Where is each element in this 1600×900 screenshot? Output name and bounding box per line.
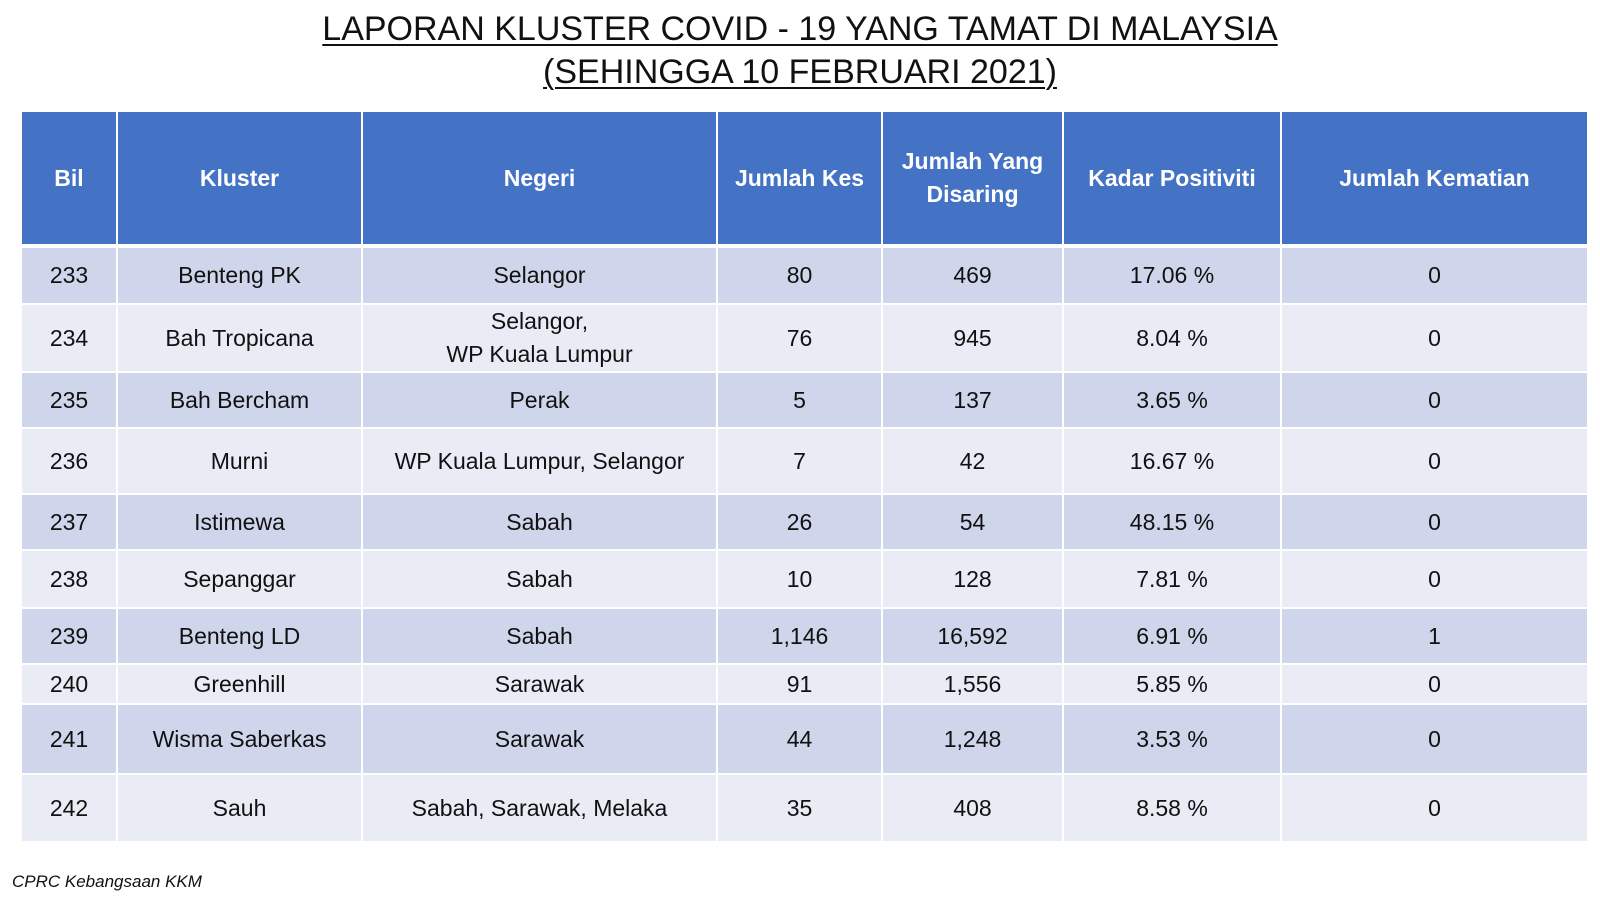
cell-kadar-positiviti: 48.15 %	[1062, 493, 1282, 551]
cell-kluster: Bah Tropicana	[116, 303, 363, 373]
cell-kadar-positiviti: 8.58 %	[1062, 773, 1282, 843]
cell-jumlah-disaring: 945	[881, 303, 1064, 373]
table-body: 233 Benteng PK Selangor 80 469 17.06 % 0 234 Bah…	[20, 245, 1589, 843]
cell-jumlah-disaring: 128	[881, 549, 1064, 609]
cell-kluster: Bah Bercham	[116, 371, 363, 429]
cell-kadar-positiviti: 17.06 %	[1062, 245, 1282, 305]
cell-negeri: Selangor	[361, 245, 718, 305]
cell-bil: 237	[20, 493, 118, 551]
table-row: 242 Sauh Sabah, Sarawak, Melaka 35 408 8.58 %…	[20, 773, 1589, 843]
cell-negeri: Sabah, Sarawak, Melaka	[361, 773, 718, 843]
table-row: 239 Benteng LD Sabah 1,146 16,592 6.91 % 1	[20, 607, 1589, 665]
report-title-line-2: (SEHINGGA 10 FEBRUARI 2021)	[543, 53, 1057, 91]
cell-negeri: Sarawak	[361, 703, 718, 775]
cell-negeri: Sarawak	[361, 663, 718, 705]
table-row: 241 Wisma Saberkas Sarawak 44 1,248 3.53 % 0	[20, 703, 1589, 775]
cell-jumlah-kematian: 0	[1280, 663, 1589, 705]
cell-negeri: Perak	[361, 371, 718, 429]
cell-kadar-positiviti: 5.85 %	[1062, 663, 1282, 705]
cell-jumlah-kematian: 0	[1280, 245, 1589, 305]
cell-jumlah-kes: 10	[716, 549, 883, 609]
cell-kluster: Sauh	[116, 773, 363, 843]
cell-jumlah-kes: 5	[716, 371, 883, 429]
cell-jumlah-kes: 44	[716, 703, 883, 775]
cell-bil: 238	[20, 549, 118, 609]
cell-negeri: Selangor, WP Kuala Lumpur	[361, 303, 718, 373]
cell-jumlah-kematian: 0	[1280, 493, 1589, 551]
header-kluster: Kluster	[116, 110, 363, 247]
header-jumlah-kematian: Jumlah Kematian	[1280, 110, 1589, 247]
cell-jumlah-kematian: 0	[1280, 427, 1589, 495]
header-bil: Bil	[20, 110, 118, 247]
cell-kadar-positiviti: 3.53 %	[1062, 703, 1282, 775]
cell-negeri: Sabah	[361, 549, 718, 609]
cell-jumlah-kes: 1,146	[716, 607, 883, 665]
cell-bil: 240	[20, 663, 118, 705]
header-negeri: Negeri	[361, 110, 718, 247]
cell-jumlah-disaring: 469	[881, 245, 1064, 305]
cell-kluster: Greenhill	[116, 663, 363, 705]
cell-jumlah-kematian: 0	[1280, 371, 1589, 429]
cell-kluster: Benteng LD	[116, 607, 363, 665]
cell-kadar-positiviti: 7.81 %	[1062, 549, 1282, 609]
cell-jumlah-kes: 91	[716, 663, 883, 705]
cell-bil: 242	[20, 773, 118, 843]
cell-jumlah-kematian: 0	[1280, 303, 1589, 373]
cell-bil: 239	[20, 607, 118, 665]
table-row: 238 Sepanggar Sabah 10 128 7.81 % 0	[20, 549, 1589, 609]
cell-jumlah-disaring: 137	[881, 371, 1064, 429]
cell-bil: 233	[20, 245, 118, 305]
cell-negeri: Sabah	[361, 493, 718, 551]
cell-bil: 236	[20, 427, 118, 495]
cell-kluster: Wisma Saberkas	[116, 703, 363, 775]
cell-jumlah-kes: 80	[716, 245, 883, 305]
cell-negeri: WP Kuala Lumpur, Selangor	[361, 427, 718, 495]
header-kadar-positiviti: Kadar Positiviti	[1062, 110, 1282, 247]
source-footer: CPRC Kebangsaan KKM	[12, 872, 202, 891]
cell-jumlah-kes: 76	[716, 303, 883, 373]
report-title-line-1: LAPORAN KLUSTER COVID - 19 YANG TAMAT DI…	[322, 10, 1278, 48]
cell-bil: 241	[20, 703, 118, 775]
cell-kluster: Benteng PK	[116, 245, 363, 305]
cell-jumlah-kematian: 0	[1280, 703, 1589, 775]
cell-jumlah-kematian: 0	[1280, 773, 1589, 843]
cell-bil: 234	[20, 303, 118, 373]
table-row: 233 Benteng PK Selangor 80 469 17.06 % 0	[20, 245, 1589, 305]
header-jumlah-disaring: Jumlah Yang Disaring	[881, 110, 1064, 247]
cell-negeri: Sabah	[361, 607, 718, 665]
cell-jumlah-disaring: 408	[881, 773, 1064, 843]
cell-jumlah-kematian: 0	[1280, 549, 1589, 609]
table-row: 240 Greenhill Sarawak 91 1,556 5.85 % 0	[20, 663, 1589, 705]
cell-jumlah-disaring: 16,592	[881, 607, 1064, 665]
cluster-table: Bil Kluster Negeri Jumlah Kes Jumlah Yan…	[20, 110, 1589, 843]
cell-jumlah-disaring: 42	[881, 427, 1064, 495]
cell-kluster: Sepanggar	[116, 549, 363, 609]
cell-jumlah-disaring: 54	[881, 493, 1064, 551]
table-row: 235 Bah Bercham Perak 5 137 3.65 % 0	[20, 371, 1589, 429]
cell-kluster: Istimewa	[116, 493, 363, 551]
cell-jumlah-kes: 7	[716, 427, 883, 495]
cell-kadar-positiviti: 8.04 %	[1062, 303, 1282, 373]
cell-kadar-positiviti: 16.67 %	[1062, 427, 1282, 495]
table-row: 237 Istimewa Sabah 26 54 48.15 % 0	[20, 493, 1589, 551]
cell-kluster: Murni	[116, 427, 363, 495]
header-jumlah-kes: Jumlah Kes	[716, 110, 883, 247]
report-title: LAPORAN KLUSTER COVID - 19 YANG TAMAT DI…	[0, 8, 1600, 94]
table-header-row: Bil Kluster Negeri Jumlah Kes Jumlah Yan…	[20, 110, 1589, 247]
cell-jumlah-kes: 35	[716, 773, 883, 843]
cell-kadar-positiviti: 6.91 %	[1062, 607, 1282, 665]
cell-jumlah-disaring: 1,248	[881, 703, 1064, 775]
table-row: 234 Bah Tropicana Selangor, WP Kuala Lumpu…	[20, 303, 1589, 373]
cell-jumlah-disaring: 1,556	[881, 663, 1064, 705]
cell-jumlah-kes: 26	[716, 493, 883, 551]
cell-bil: 235	[20, 371, 118, 429]
cell-kadar-positiviti: 3.65 %	[1062, 371, 1282, 429]
cell-jumlah-kematian: 1	[1280, 607, 1589, 665]
table-row: 236 Murni WP Kuala Lumpur, Selangor 7 42 16.6…	[20, 427, 1589, 495]
